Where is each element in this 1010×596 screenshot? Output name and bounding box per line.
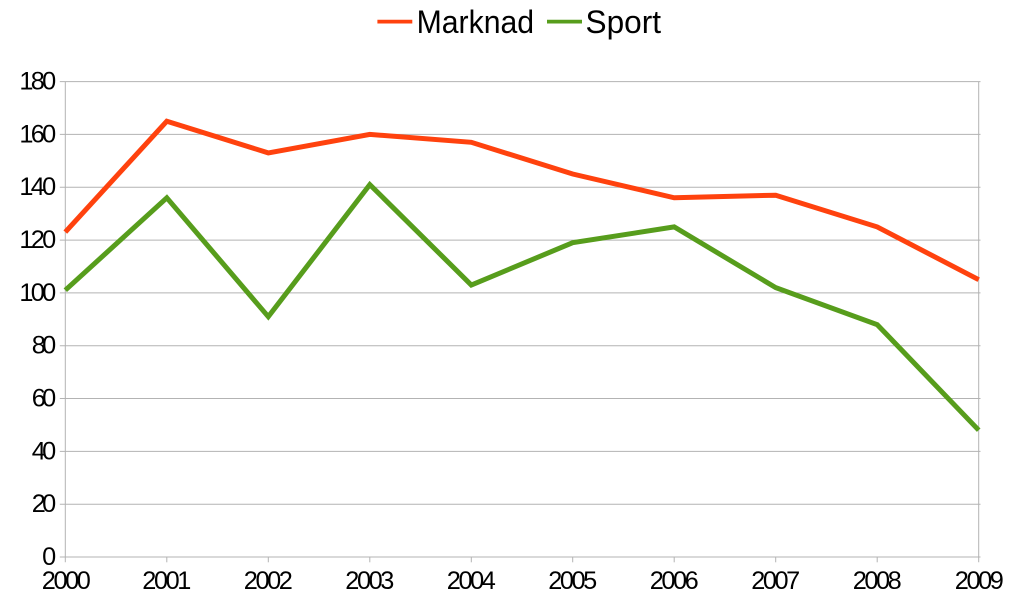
svg-text:Sport: Sport: [586, 3, 662, 40]
svg-text:Marknad: Marknad: [417, 3, 534, 40]
svg-text:2003: 2003: [345, 567, 394, 595]
svg-text:2006: 2006: [650, 567, 699, 595]
svg-text:40: 40: [32, 437, 56, 465]
svg-text:80: 80: [32, 332, 56, 360]
svg-text:60: 60: [32, 385, 56, 413]
svg-text:2004: 2004: [447, 567, 496, 595]
svg-text:2007: 2007: [751, 567, 800, 595]
svg-text:100: 100: [19, 279, 56, 307]
svg-text:2001: 2001: [142, 567, 191, 595]
svg-text:2002: 2002: [244, 567, 293, 595]
svg-text:2000: 2000: [42, 567, 91, 595]
svg-text:160: 160: [19, 120, 56, 148]
svg-text:2008: 2008: [853, 567, 902, 595]
svg-text:120: 120: [19, 226, 56, 254]
svg-text:2009: 2009: [955, 567, 1004, 595]
svg-text:140: 140: [19, 173, 56, 201]
svg-text:2005: 2005: [548, 567, 597, 595]
svg-text:180: 180: [19, 68, 56, 96]
svg-text:20: 20: [32, 490, 56, 518]
svg-text:0: 0: [42, 543, 56, 571]
